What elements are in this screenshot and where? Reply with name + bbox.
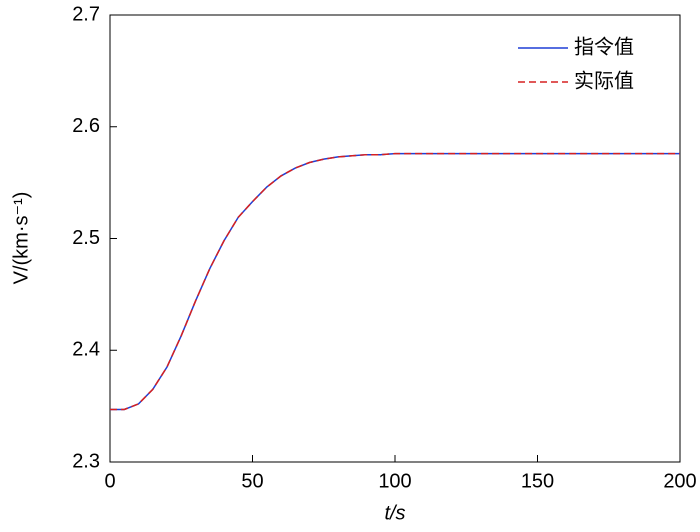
y-tick-label: 2.6 <box>72 115 100 137</box>
series-line <box>110 152 680 411</box>
x-tick-label: 0 <box>104 470 115 492</box>
x-tick-label: 150 <box>521 470 554 492</box>
y-tick-label: 2.3 <box>72 450 100 472</box>
x-tick-label: 200 <box>663 470 696 492</box>
y-tick-label: 2.7 <box>72 3 100 25</box>
x-tick-label: 50 <box>241 470 263 492</box>
legend-label: 实际值 <box>574 69 634 92</box>
series-line <box>110 152 680 411</box>
y-axis-label: V/(km·s⁻¹) <box>10 192 32 285</box>
x-tick-label: 100 <box>378 470 411 492</box>
y-tick-label: 2.4 <box>72 339 100 361</box>
legend-label: 指令值 <box>574 35 634 58</box>
x-axis-label: t/s <box>384 502 405 524</box>
y-tick-label: 2.5 <box>72 227 100 249</box>
